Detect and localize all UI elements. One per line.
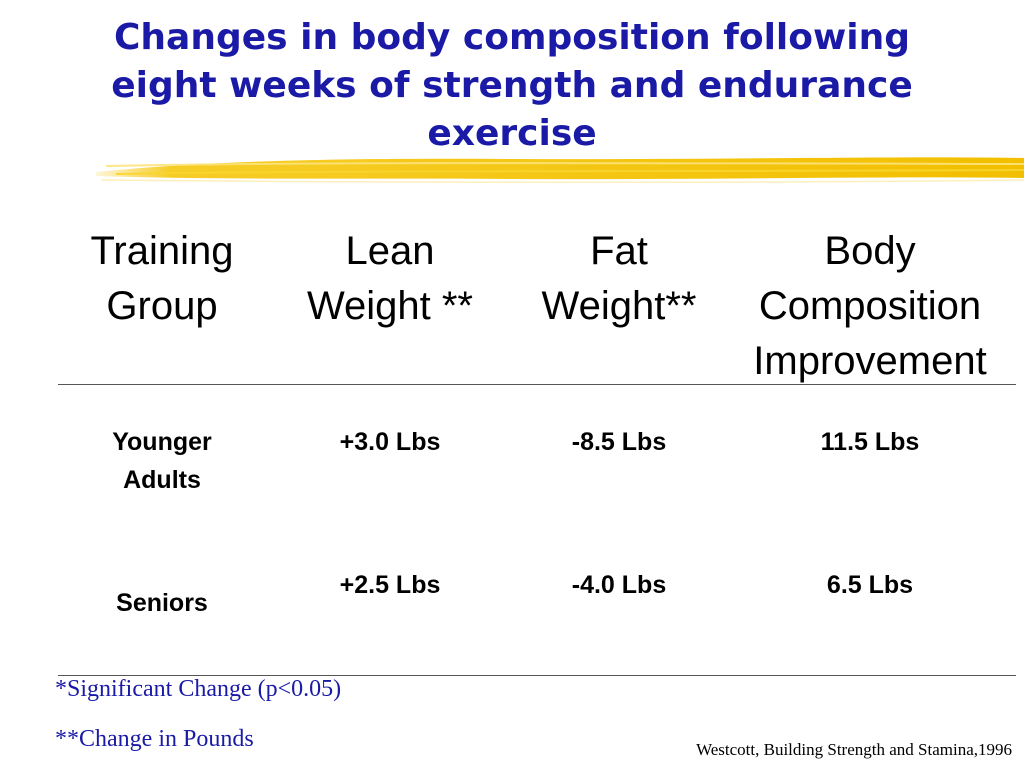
header-line: Lean (345, 229, 435, 273)
highlighter-underline (96, 157, 1024, 184)
footnote-significant-change: *Significant Change (p<0.05) (55, 676, 342, 702)
header-line: Composition (758, 284, 982, 328)
header-line: Improvement (753, 339, 987, 383)
header-line: Weight** (541, 284, 697, 328)
title-line-2: eight weeks of strength and endurance (111, 65, 913, 106)
header-lean-weight: Lean Weight ** (280, 224, 500, 334)
table-row-seniors-fat: -4.0 Lbs (571, 571, 667, 599)
table-row-younger-lean: +3.0 Lbs (339, 428, 441, 456)
group-label-line: Seniors (116, 589, 208, 617)
table-row-younger-group: Younger Adults (62, 423, 262, 499)
header-line: Training (90, 229, 234, 273)
group-label-line: Younger (112, 428, 212, 456)
title-line-1: Changes in body composition following (114, 17, 910, 58)
table-row-younger-fat: -8.5 Lbs (571, 428, 667, 456)
table-row-seniors-lean: +2.5 Lbs (339, 571, 441, 599)
header-line: Body (824, 229, 916, 273)
table-row-seniors-group: Seniors (62, 584, 262, 622)
header-line: Group (106, 284, 218, 328)
table-bottom-divider (58, 675, 1016, 676)
header-line: Weight ** (306, 284, 473, 328)
header-fat-weight: Fat Weight** (514, 224, 724, 334)
table-row-younger-improvement: 11.5 Lbs (820, 428, 920, 456)
source-citation: Westcott, Building Strength and Stamina,… (696, 740, 1012, 759)
header-body-composition: Body Composition Improvement (728, 224, 1012, 389)
header-training-group: Training Group (62, 224, 262, 334)
group-label-line: Adults (123, 466, 201, 494)
footnote-change-in-pounds: **Change in Pounds (55, 726, 254, 752)
title-line-3: exercise (427, 113, 597, 154)
header-divider (58, 384, 1016, 385)
table-row-seniors-improvement: 6.5 Lbs (826, 571, 914, 599)
header-line: Fat (590, 229, 648, 273)
slide-title: Changes in body composition following ei… (20, 14, 1004, 158)
